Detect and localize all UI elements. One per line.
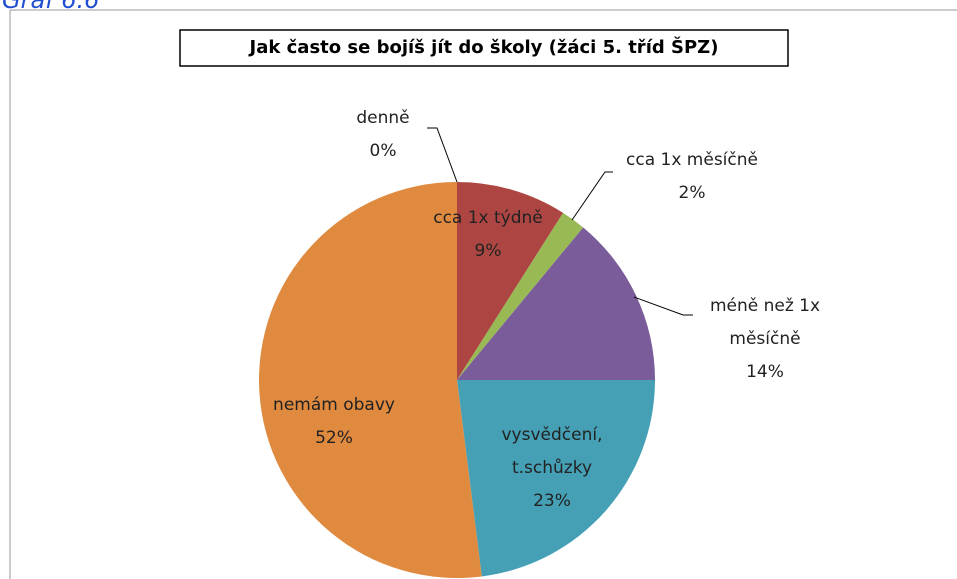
leader-line [633,296,693,316]
label-name: denně [356,108,410,128]
label-value: 2% [678,183,706,203]
pie-slice [457,227,655,380]
pie-slice [259,182,482,578]
label-value: 52% [315,428,353,448]
leader-line [427,127,458,183]
label-name: cca 1x týdně [433,208,543,228]
label-value: 23% [533,491,571,511]
label-name: méně než 1x měsíčně [709,296,821,349]
label-value: 9% [474,241,502,261]
data-label: méně než 1x měsíčně 14% [690,290,840,389]
chart-title: Jak často se bojíš jít do školy (žáci 5.… [248,36,719,58]
label-name: cca 1x měsíčně [626,150,758,170]
title-box [179,29,789,67]
leader-line [571,171,613,221]
pie-slice [457,182,564,380]
data-label: nemám obavy 52% [249,389,419,455]
label-name: nemám obavy [273,395,395,415]
data-label: cca 1x týdně 9% [403,202,573,268]
data-label: cca 1x měsíčně 2% [602,144,782,210]
data-label: vysvědčení, t.schůzky 23% [490,419,615,518]
label-name: vysvědčení, t.schůzky [501,425,603,478]
pie [259,182,655,578]
data-label: denně 0% [338,102,428,168]
label-value: 0% [369,141,397,161]
pie-slice [457,380,655,577]
pie-slice [457,212,584,380]
label-value: 14% [746,362,784,382]
